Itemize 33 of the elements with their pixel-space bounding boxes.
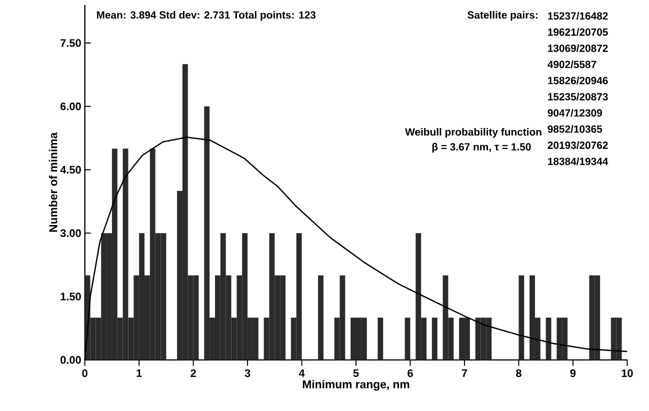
x-tick-label: 0 xyxy=(82,369,88,377)
text: Weibull probability function xyxy=(405,128,542,138)
y-tick-label: 1.50 xyxy=(60,292,81,300)
annotation: 15826/20946 xyxy=(548,76,608,84)
annotation: 9852/10365 xyxy=(548,124,602,133)
x-tick-label: 1 xyxy=(136,369,142,377)
x-tick-label: 7 xyxy=(462,369,468,377)
annotation: β = 3.67 nm, τ = 1.50 xyxy=(432,142,531,152)
x-tick-label: 6 xyxy=(408,369,413,377)
annotation: 13069/20872 xyxy=(548,44,608,52)
y-tick-label: 7.50 xyxy=(60,38,81,47)
annotation: 18384/19344 xyxy=(548,157,608,165)
annotation: 9047/12309 xyxy=(548,108,602,116)
annotation: 4902/5587 xyxy=(548,60,596,68)
x-tick-label: 4 xyxy=(298,369,305,377)
annotation: 19621/20705 xyxy=(548,28,608,36)
x-axis-title: Minimum range, nm xyxy=(302,380,410,390)
annotation: Mean: 3.894 Std dev: 2.731 Total points: 123 xyxy=(96,10,316,20)
x-tick-label: 3 xyxy=(244,369,250,377)
y-axis-title: Number of minima xyxy=(48,132,58,232)
annotation: Satellite pairs: xyxy=(468,10,538,20)
y-tick-label: 0.00 xyxy=(60,356,81,364)
x-tick-label: 10 xyxy=(622,369,633,377)
x-tick-label: 2 xyxy=(190,369,196,377)
annotation: 15237/16482 xyxy=(548,12,608,20)
x-tick-label: 8 xyxy=(516,369,522,377)
annotation: 20193/20762 xyxy=(548,141,608,149)
x-tick-label: 5 xyxy=(353,369,359,377)
annotation: 15235/20873 xyxy=(548,92,608,100)
y-tick-label: 4.50 xyxy=(60,166,81,174)
y-tick-label: 6.00 xyxy=(60,102,81,110)
y-tick-label: 3.00 xyxy=(60,229,81,237)
x-tick-label: 9 xyxy=(570,369,576,377)
